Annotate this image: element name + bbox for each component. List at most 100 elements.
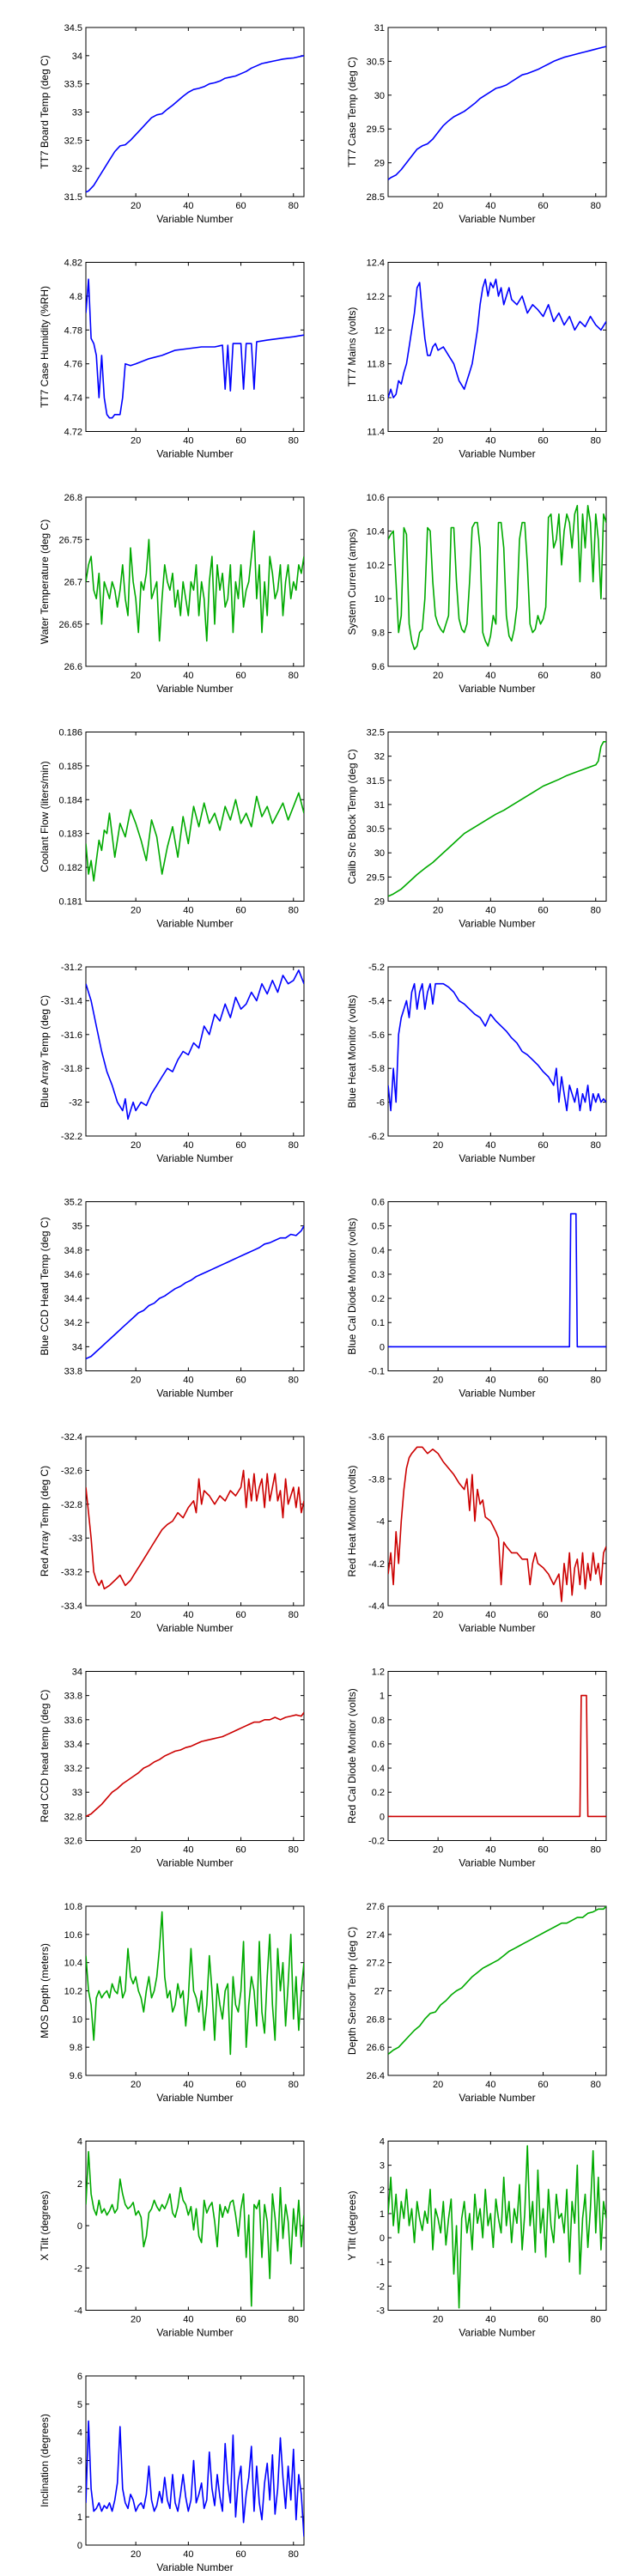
series-line	[86, 530, 304, 642]
x-tick-label: 60	[538, 2315, 548, 2325]
y-tick-label: 4.72	[64, 428, 82, 438]
x-tick-label: 20	[131, 1376, 141, 1386]
y-tick-label: 33.2	[64, 1764, 82, 1774]
y-tick-label: 10	[72, 2014, 82, 2025]
x-tick-label: 80	[289, 2549, 299, 2560]
y-tick-label: 33.8	[64, 1692, 82, 1702]
series-line	[86, 55, 304, 193]
y-tick-label: 0.3	[372, 1270, 385, 1280]
y-tick-label: 4.76	[64, 360, 82, 370]
y-tick-label: 0	[380, 1812, 385, 1822]
x-tick-label: 20	[433, 1140, 443, 1151]
y-tick-label: 0	[380, 2233, 385, 2244]
x-tick-label: 40	[183, 1610, 193, 1620]
x-tick-label: 60	[538, 201, 548, 211]
x-tick-label: 80	[289, 2080, 299, 2090]
y-tick-label: 10	[374, 594, 385, 605]
x-tick-label: 40	[485, 2080, 495, 2090]
y-axis-label: Y Tilt (degrees)	[346, 2190, 358, 2260]
y-tick-label: 32.5	[367, 728, 385, 738]
y-tick-label: -32.2	[61, 1132, 82, 1142]
x-tick-label: 80	[591, 201, 601, 211]
x-tick-label: 40	[183, 436, 193, 447]
series-line	[388, 1694, 606, 1818]
x-axis-label: Variable Number	[459, 683, 535, 695]
y-tick-label: 9.8	[70, 2043, 82, 2053]
x-tick-label: 80	[591, 2315, 601, 2325]
x-tick-label: 60	[538, 906, 548, 916]
x-tick-label: 40	[183, 906, 193, 916]
y-tick-label: 11.6	[367, 393, 385, 404]
series-line	[86, 792, 304, 882]
y-tick-label: 0.8	[372, 1716, 385, 1726]
y-tick-label: 33	[72, 1788, 82, 1798]
y-tick-label: 33.5	[64, 80, 82, 90]
y-tick-label: 0	[77, 2221, 82, 2232]
series-line	[86, 1469, 304, 1590]
y-axis-label: Red Array Temp (deg C)	[39, 1466, 51, 1577]
y-tick-label: 35	[72, 1222, 82, 1232]
x-axis-label: Variable Number	[459, 2327, 535, 2339]
y-tick-label: 0.6	[372, 1198, 385, 1208]
y-axis-label: TT7 Board Temp (deg C)	[39, 55, 51, 169]
x-tick-label: 40	[183, 1140, 193, 1151]
x-tick-label: 40	[485, 1140, 495, 1151]
x-axis-label: Variable Number	[156, 448, 233, 460]
y-tick-label: 0.181	[58, 897, 82, 908]
x-tick-label: 60	[538, 1610, 548, 1620]
x-axis-label: Variable Number	[156, 213, 233, 225]
y-tick-label: 4.78	[64, 325, 82, 336]
y-tick-label: -3.8	[368, 1474, 385, 1485]
x-tick-label: 40	[183, 1376, 193, 1386]
y-tick-label: 0.182	[58, 863, 82, 873]
plot-area	[387, 732, 607, 902]
y-tick-label: 2	[380, 2185, 385, 2196]
y-tick-label: 31.5	[64, 192, 82, 203]
x-tick-label: 80	[289, 436, 299, 447]
x-tick-label: 60	[235, 2549, 246, 2560]
y-tick-label: 0.184	[58, 795, 82, 805]
x-tick-label: 60	[538, 2080, 548, 2090]
y-tick-label: 12.2	[367, 292, 385, 302]
y-tick-label: 30.5	[367, 57, 385, 67]
y-tick-label: 0.5	[372, 1222, 385, 1232]
x-tick-label: 20	[131, 906, 141, 916]
y-tick-label: -4.4	[368, 1601, 385, 1612]
x-axis-label: Variable Number	[156, 918, 233, 930]
series-line	[86, 1225, 304, 1360]
y-tick-label: 5	[77, 2400, 82, 2410]
x-tick-label: 20	[433, 436, 443, 447]
y-tick-label: 12	[374, 325, 385, 336]
y-tick-label: -5.2	[368, 963, 385, 973]
x-tick-label: 40	[183, 2080, 193, 2090]
x-tick-label: 80	[591, 436, 601, 447]
x-tick-label: 20	[433, 201, 443, 211]
y-tick-label: 35.2	[64, 1198, 82, 1208]
y-tick-label: 28.5	[367, 192, 385, 203]
y-tick-label: 26.8	[367, 2014, 385, 2025]
y-axis-label: Blue CCD Head Temp (deg C)	[39, 1217, 51, 1355]
series-line	[388, 982, 606, 1112]
x-tick-label: 60	[235, 1845, 246, 1856]
x-tick-label: 60	[538, 671, 548, 681]
y-tick-label: 4	[77, 2137, 82, 2148]
x-axis-label: Variable Number	[156, 1857, 233, 1869]
x-axis-label: Variable Number	[459, 2092, 535, 2104]
y-tick-label: 10.4	[367, 526, 385, 537]
y-tick-label: 0.6	[372, 1740, 385, 1750]
y-tick-label: 27.2	[367, 1959, 385, 1969]
y-tick-label: 26.6	[64, 662, 82, 672]
